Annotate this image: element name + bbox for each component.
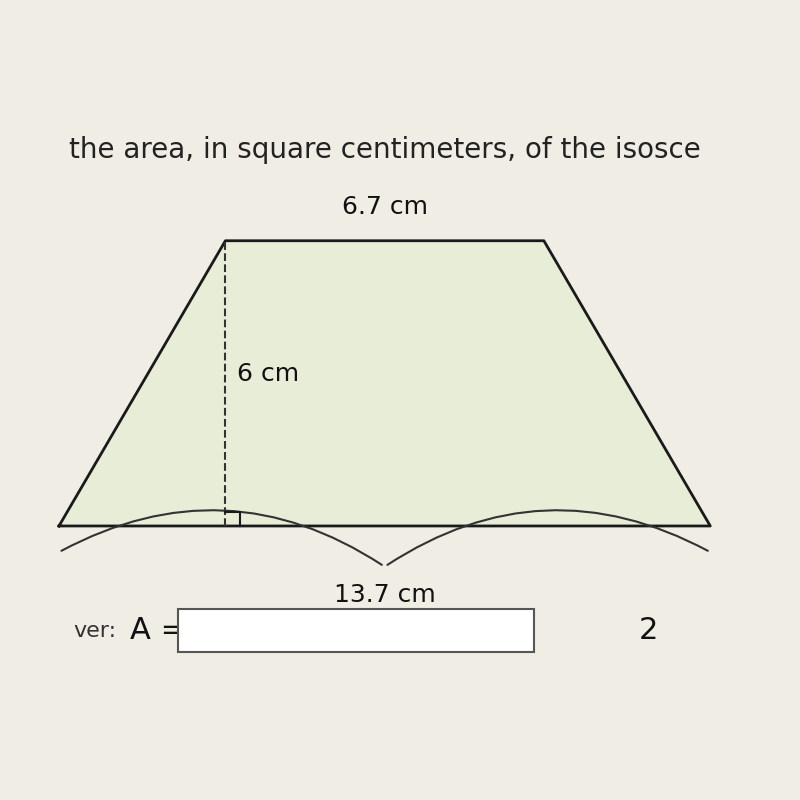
FancyBboxPatch shape xyxy=(178,609,534,652)
Polygon shape xyxy=(59,241,710,526)
Text: the area, in square centimeters, of the isosce: the area, in square centimeters, of the … xyxy=(69,136,701,164)
Text: 6 cm: 6 cm xyxy=(238,362,299,386)
Text: 6.7 cm: 6.7 cm xyxy=(342,195,428,219)
Text: 2: 2 xyxy=(639,616,658,645)
Text: ver:: ver: xyxy=(74,621,116,641)
Text: 13.7 cm: 13.7 cm xyxy=(334,583,435,607)
Text: A =: A = xyxy=(130,616,186,645)
